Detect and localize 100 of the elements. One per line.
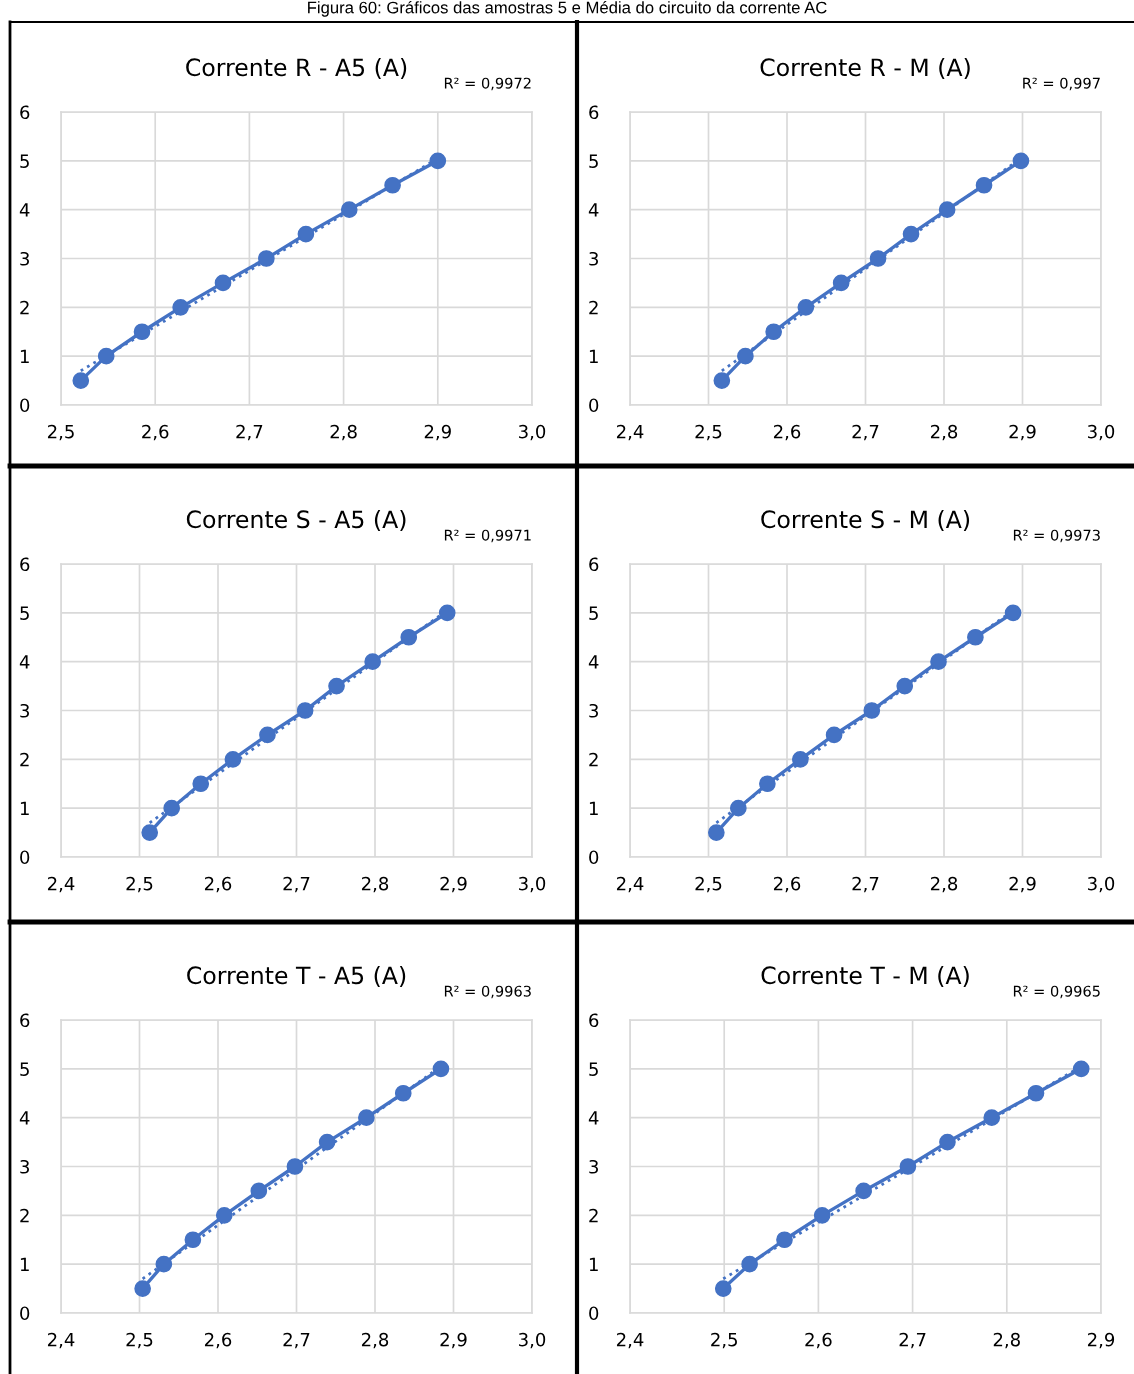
y-tick-label: 5 <box>20 606 29 620</box>
x-tick-label: 2,7 <box>899 1332 926 1349</box>
y-tick-label: 6 <box>20 557 30 572</box>
point <box>438 604 456 622</box>
chart-title: Corrente R - A5 (A) <box>186 57 407 79</box>
x-tick-label: 2,8 <box>361 1332 389 1349</box>
x-tick-label: 2,7 <box>852 424 879 441</box>
point <box>97 347 115 365</box>
point <box>759 775 776 793</box>
y-tick-label: 5 <box>20 1062 29 1076</box>
point <box>983 1109 1001 1127</box>
y-tick-label: 5 <box>589 606 598 620</box>
point <box>967 628 984 646</box>
y-tick-label: 2 <box>20 300 29 315</box>
point <box>1004 604 1022 622</box>
y-tick-label: 1 <box>20 349 29 364</box>
y-tick-label: 4 <box>19 655 30 669</box>
x-tick-label: 2,4 <box>47 876 75 893</box>
point <box>825 726 843 744</box>
point <box>172 298 189 316</box>
y-tick-label: 4 <box>19 203 30 217</box>
y-tick-label: 0 <box>589 1306 599 1321</box>
point <box>318 1133 336 1151</box>
x-tick-label: 2,4 <box>616 424 644 441</box>
point <box>286 1158 304 1175</box>
x-tick-label: 2,7 <box>283 876 310 893</box>
x-tick-label: 2,5 <box>711 1332 737 1349</box>
chart-title: Corrente S - M (A) <box>761 509 970 531</box>
point <box>1012 152 1030 170</box>
point <box>713 372 731 389</box>
point <box>141 824 159 841</box>
x-tick-label: 3,0 <box>519 876 546 893</box>
y-tick-label: 0 <box>589 398 599 413</box>
point <box>250 1182 268 1200</box>
x-tick-label: 2,6 <box>805 1332 832 1349</box>
chart-title: Corrente T - M (A) <box>761 965 969 987</box>
x-tick-label: 2,4 <box>47 1332 75 1349</box>
x-tick-label: 2,6 <box>773 424 801 441</box>
x-tick-label: 2,8 <box>330 424 357 441</box>
y-tick-label: 4 <box>19 1111 30 1125</box>
point <box>133 323 151 341</box>
point <box>192 775 210 793</box>
y-tick-label: 6 <box>589 105 599 120</box>
point <box>258 250 275 267</box>
point <box>429 152 447 170</box>
x-tick-label: 3,0 <box>1088 424 1115 441</box>
point <box>155 1255 173 1273</box>
x-tick-label: 2,5 <box>126 1332 153 1349</box>
point <box>869 250 887 267</box>
x-tick-label: 2,9 <box>440 1332 467 1349</box>
point <box>400 628 418 646</box>
text: R² = 0,9965 <box>1013 985 1100 999</box>
x-tick-label: 2,5 <box>47 424 74 441</box>
point <box>224 750 242 768</box>
y-tick-label: 2 <box>589 752 598 767</box>
point <box>741 1255 758 1273</box>
point <box>163 799 181 817</box>
y-tick-label: 3 <box>20 251 29 266</box>
point <box>259 726 276 744</box>
x-tick-label: 2,5 <box>695 424 722 441</box>
point <box>1027 1084 1045 1102</box>
x-tick-label: 2,5 <box>126 876 153 893</box>
y-tick-label: 0 <box>20 398 30 413</box>
x-tick-label: 3,0 <box>519 1332 546 1349</box>
x-tick-label: 2,5 <box>695 876 722 893</box>
x-tick-label: 2,6 <box>204 876 232 893</box>
x-tick-label: 3,0 <box>519 424 546 441</box>
y-tick-label: 1 <box>20 1257 29 1272</box>
point <box>184 1231 202 1249</box>
point <box>863 702 881 719</box>
point <box>902 225 920 243</box>
point <box>855 1182 872 1200</box>
point <box>340 201 358 219</box>
y-tick-label: 2 <box>589 1208 598 1223</box>
chart-title: Corrente T - A5 (A) <box>187 965 406 987</box>
x-tick-label: 2,4 <box>616 1332 644 1349</box>
point <box>896 677 914 695</box>
y-tick-label: 4 <box>588 655 599 669</box>
point <box>832 274 850 292</box>
y-tick-label: 6 <box>20 1013 30 1028</box>
point <box>364 653 381 671</box>
point <box>737 347 754 365</box>
point <box>384 176 401 194</box>
point <box>813 1206 831 1224</box>
y-tick-label: 5 <box>589 1062 598 1076</box>
x-tick-label: 2,6 <box>204 1332 232 1349</box>
x-tick-label: 2,7 <box>283 1332 310 1349</box>
point <box>938 201 956 219</box>
y-tick-label: 6 <box>589 1013 599 1028</box>
x-tick-label: 3,0 <box>1088 876 1115 893</box>
chart-title: Corrente S - A5 (A) <box>186 509 406 531</box>
point <box>432 1060 450 1078</box>
x-tick-label: 2,7 <box>236 424 263 441</box>
point <box>975 176 993 194</box>
point <box>776 1231 793 1249</box>
point <box>1072 1060 1090 1078</box>
y-tick-label: 3 <box>20 1159 29 1174</box>
y-tick-label: 5 <box>589 154 598 168</box>
point <box>215 1206 233 1224</box>
y-tick-label: 0 <box>589 850 599 865</box>
